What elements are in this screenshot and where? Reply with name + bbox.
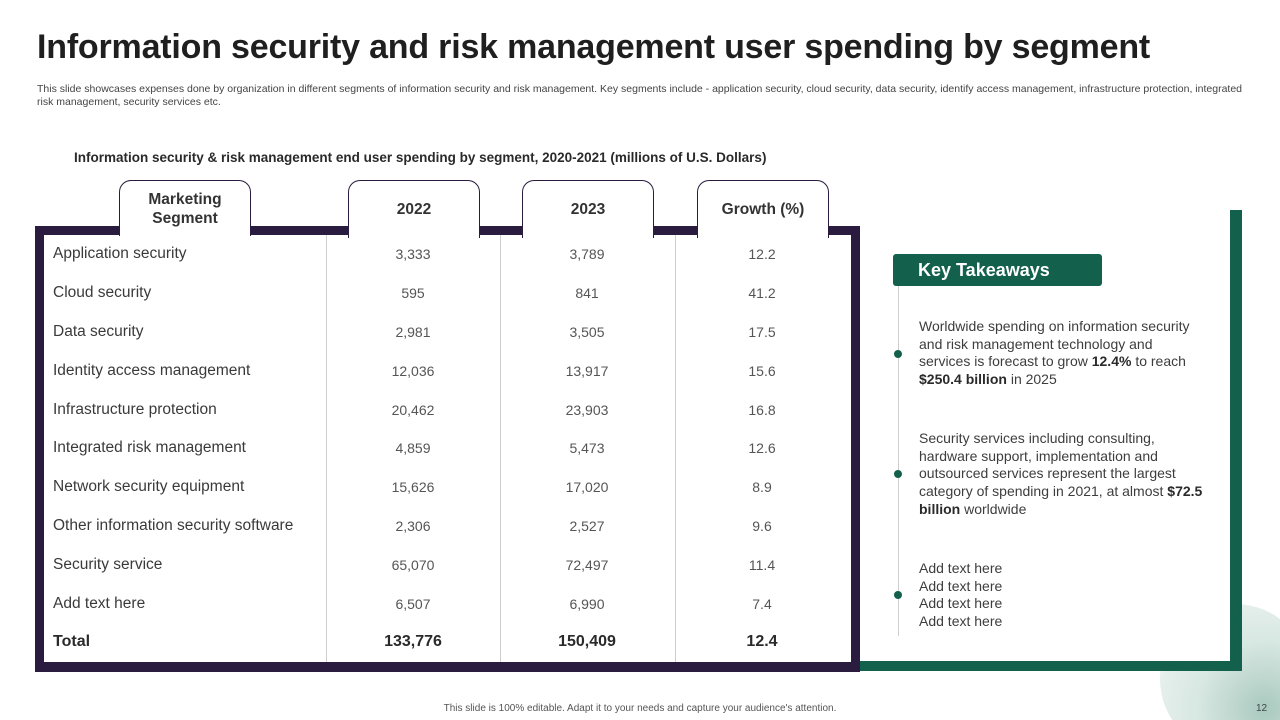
segment-name: Add text here [53, 594, 146, 612]
footer-note: This slide is 100% editable. Adapt it to… [443, 703, 837, 714]
timeline-dot [894, 350, 902, 358]
value-2022: 6,507 [395, 595, 431, 612]
table-row: Integrated risk management 4,859 5,473 12.6 [44, 429, 851, 468]
header-segment-label: Marketing Segment [148, 190, 222, 227]
header-2022: 2022 [348, 180, 480, 238]
table-row: Data security 2,981 3,505 17.5 [44, 313, 851, 352]
value-2023: 150,409 [558, 633, 616, 651]
value-2022: 65,070 [391, 556, 435, 573]
header-2023: 2023 [522, 180, 654, 238]
table-row: Network security equipment 15,626 17,020 8.… [44, 468, 851, 507]
segment-name: Total [53, 633, 91, 651]
segment-name: Integrated risk management [53, 439, 246, 457]
takeaway-3-line: Add text here [919, 595, 1003, 612]
growth-percent: 41.2 [748, 285, 776, 302]
table-row: Identity access management 12,036 13,917 15… [44, 351, 851, 390]
segment-name: Network security equipment [53, 478, 245, 496]
value-2023: 23,903 [565, 401, 609, 418]
value-2022: 2,306 [395, 517, 431, 534]
table-row: Application security 3,333 3,789 12.2 [44, 235, 851, 274]
spending-table: Application security 3,333 3,789 12.2 Cloud … [35, 226, 860, 672]
segment-name: Application security [53, 245, 187, 263]
value-2022: 4,859 [395, 440, 431, 457]
table-row: Infrastructure protection 20,462 23,903 16.… [44, 390, 851, 429]
spending-table-body: Application security 3,333 3,789 12.2 Cloud … [44, 235, 851, 662]
header-marketing-segment: Marketing Segment [119, 180, 251, 236]
takeaway-1-amount: $250.4 billion [919, 371, 1007, 388]
growth-percent: 8.9 [752, 479, 772, 496]
page-number: 12 [1256, 703, 1268, 714]
segment-name: Cloud security [53, 284, 152, 302]
value-2023: 6,990 [569, 595, 605, 612]
column-divider [326, 235, 327, 662]
takeaway-item-3: Add text here Add text here Add text her… [919, 560, 1204, 631]
table-row: Cloud security 595 841 41.2 [44, 274, 851, 313]
growth-percent: 9.6 [752, 517, 772, 534]
column-divider [500, 235, 501, 662]
value-2022: 133,776 [384, 633, 442, 651]
timeline-dot [894, 470, 902, 478]
header-2023-label: 2023 [570, 201, 606, 218]
header-growth: Growth (%) [697, 180, 829, 238]
total-row: Total 133,776 150,409 12.4 [44, 623, 851, 662]
takeaway-3-line: Add text here [919, 577, 1003, 594]
growth-percent: 16.8 [748, 401, 776, 418]
takeaway-3-line: Add text here [919, 613, 1003, 630]
growth-percent: 15.6 [748, 362, 776, 379]
table-caption: Information security & risk management e… [74, 150, 767, 165]
takeaway-1-text-end: in 2025 [1006, 371, 1057, 388]
value-2023: 13,917 [565, 362, 609, 379]
slide-title: Information security and risk management… [37, 28, 1151, 66]
growth-percent: 12.6 [748, 440, 776, 457]
takeaway-item-2: Security services including consulting, … [919, 430, 1204, 519]
value-2023: 17,020 [565, 479, 609, 496]
value-2023: 2,527 [569, 517, 605, 534]
takeaway-2-amount: $72.5 billion [919, 483, 1203, 517]
slide-subtitle: This slide showcases expenses done by or… [37, 83, 1243, 108]
value-2023: 72,497 [565, 556, 609, 573]
value-2023: 3,789 [569, 246, 605, 263]
table-row: Security service 65,070 72,497 11.4 [44, 545, 851, 584]
segment-name: Data security [53, 322, 144, 340]
segment-name: Other information security software [53, 516, 294, 534]
takeaway-2-text-end: worldwide [960, 500, 1027, 517]
growth-percent: 17.5 [748, 323, 776, 340]
header-growth-label: Growth (%) [721, 201, 805, 218]
takeaway-1-growth: 12.4% [1091, 353, 1132, 370]
growth-percent: 12.4 [746, 633, 778, 651]
value-2023: 5,473 [569, 440, 605, 457]
takeaway-3-line: Add text here [919, 560, 1003, 576]
takeaway-item-1: Worldwide spending on information securi… [919, 318, 1204, 389]
value-2022: 595 [401, 285, 425, 302]
segment-name: Security service [53, 555, 163, 573]
takeaway-2-text: Security services including consulting, … [919, 430, 1176, 500]
value-2022: 3,333 [395, 246, 431, 263]
growth-percent: 7.4 [752, 595, 772, 612]
table-row: Add text here 6,507 6,990 7.4 [44, 584, 851, 623]
timeline-dot [894, 591, 902, 599]
value-2022: 20,462 [391, 401, 435, 418]
segment-name: Infrastructure protection [53, 400, 217, 418]
value-2023: 3,505 [569, 323, 605, 340]
takeaways-timeline [898, 286, 899, 636]
takeaway-1-text-mid: to reach [1131, 353, 1186, 370]
value-2023: 841 [575, 285, 599, 302]
growth-percent: 12.2 [748, 246, 776, 263]
header-2022-label: 2022 [396, 201, 432, 218]
segment-name: Identity access management [53, 361, 251, 379]
value-2022: 12,036 [391, 362, 435, 379]
growth-percent: 11.4 [748, 556, 776, 573]
column-divider [675, 235, 676, 662]
key-takeaways-badge: Key Takeaways [893, 254, 1102, 286]
takeaway-1-text: Worldwide spending on information securi… [919, 318, 1190, 370]
value-2022: 15,626 [391, 479, 435, 496]
value-2022: 2,981 [395, 323, 431, 340]
table-row: Other information security software 2,306… [44, 507, 851, 546]
